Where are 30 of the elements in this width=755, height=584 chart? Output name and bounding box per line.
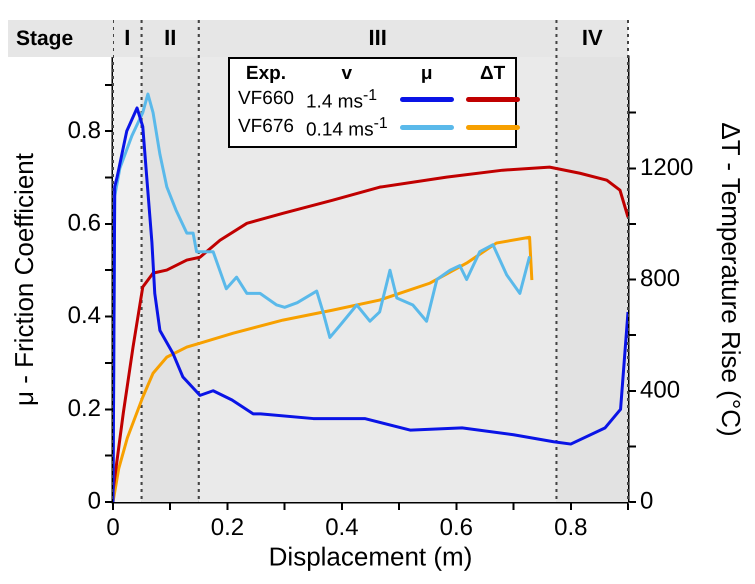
band-label: III (368, 25, 387, 50)
x-tick-label: 0.8 (554, 514, 588, 542)
text: Stage (16, 26, 74, 50)
legend-label: I (124, 25, 130, 50)
y2-tick-label: 0 (640, 488, 654, 515)
y-tick-label: 0.4 (68, 302, 101, 330)
band-label: IV (582, 25, 603, 50)
annotation: VF660 (237, 87, 295, 112)
y2-tick-label: 1200 (640, 154, 694, 181)
y2-tick-label: 400 (640, 376, 680, 404)
y-tick-label: 0.6 (68, 210, 101, 236)
y-tick-label: 0.2 (68, 394, 101, 422)
legend-label: II (164, 25, 176, 50)
annotation: 0.14 ms$^{-1}$ (304, 114, 389, 142)
x-tick-label: 0.4 (325, 514, 359, 542)
annotation: Exp. (244, 63, 288, 85)
annotation: VF676 (237, 115, 295, 140)
annotation: v (340, 63, 354, 85)
y-axis-title: μ - Friction Coefficient (8, 152, 39, 406)
annotation: μ (420, 63, 434, 85)
x-tick-label: 0 (106, 514, 120, 542)
y-tick-label: 0.8 (68, 116, 101, 144)
annotation: ΔT (479, 63, 506, 85)
y-tick-label: 0 (88, 488, 101, 515)
annotation: 1.4 ms$^{-1}$ (304, 86, 378, 114)
x-tick-label: 0.2 (210, 514, 244, 542)
y2-axis-title: ΔT - Temperature Rise (°C) (716, 122, 746, 437)
x-tick-label: 0.6 (440, 514, 474, 542)
x-axis-title: Displacement (m) (268, 542, 472, 572)
y2-tick-label: 800 (640, 265, 680, 292)
